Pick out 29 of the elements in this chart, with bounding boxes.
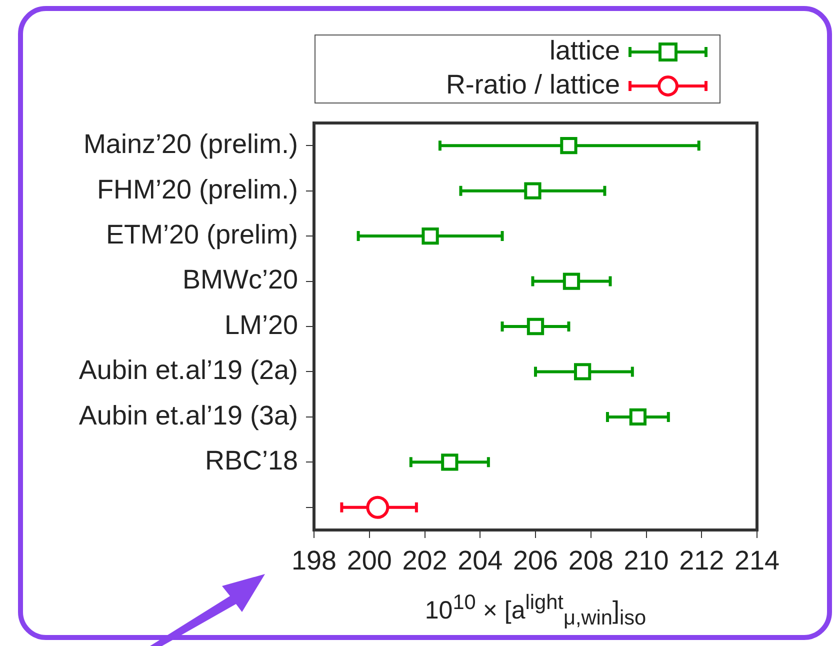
- x-tick-label: 198: [291, 546, 337, 576]
- x-tick-label: 212: [679, 546, 724, 576]
- x-tick-label: 200: [346, 546, 392, 576]
- point: [422, 227, 439, 245]
- x-tick-label: 208: [568, 546, 614, 576]
- point: [441, 454, 458, 471]
- y-tick-label: LM’20: [224, 310, 298, 340]
- x-tick-label: 210: [624, 546, 669, 576]
- legend-label: R-ratio / lattice: [446, 69, 620, 100]
- y-tick-label: Aubin et.al’19 (3a): [78, 400, 298, 430]
- point: [524, 182, 542, 200]
- legend-label: lattice: [549, 35, 620, 66]
- y-tick-label: Mainz’20 (prelim.): [83, 129, 298, 160]
- y-tick-label: RBC’18: [204, 446, 298, 476]
- point: [366, 496, 390, 519]
- x-tick-label: 214: [734, 546, 780, 576]
- x-tick-label: 204: [458, 546, 503, 576]
- point: [562, 272, 580, 290]
- point: [574, 363, 592, 380]
- point: [629, 408, 647, 426]
- point: [526, 318, 544, 336]
- y-tick-label: BMWc’20: [182, 264, 298, 295]
- x-tick-label: 206: [512, 546, 558, 576]
- y-tick-label: FHM’20 (prelim.): [96, 174, 298, 204]
- x-tick-label: 202: [402, 546, 448, 576]
- x-axis-title: 10$^{10}$ × [a$^{light}$$_{μ,win}$]$_{iso}$: [424, 590, 648, 632]
- y-tick-label: ETM’20 (prelim): [106, 220, 298, 250]
- y-tick-label: Aubin et.al’19 (2a): [78, 355, 298, 386]
- point: [560, 137, 578, 154]
